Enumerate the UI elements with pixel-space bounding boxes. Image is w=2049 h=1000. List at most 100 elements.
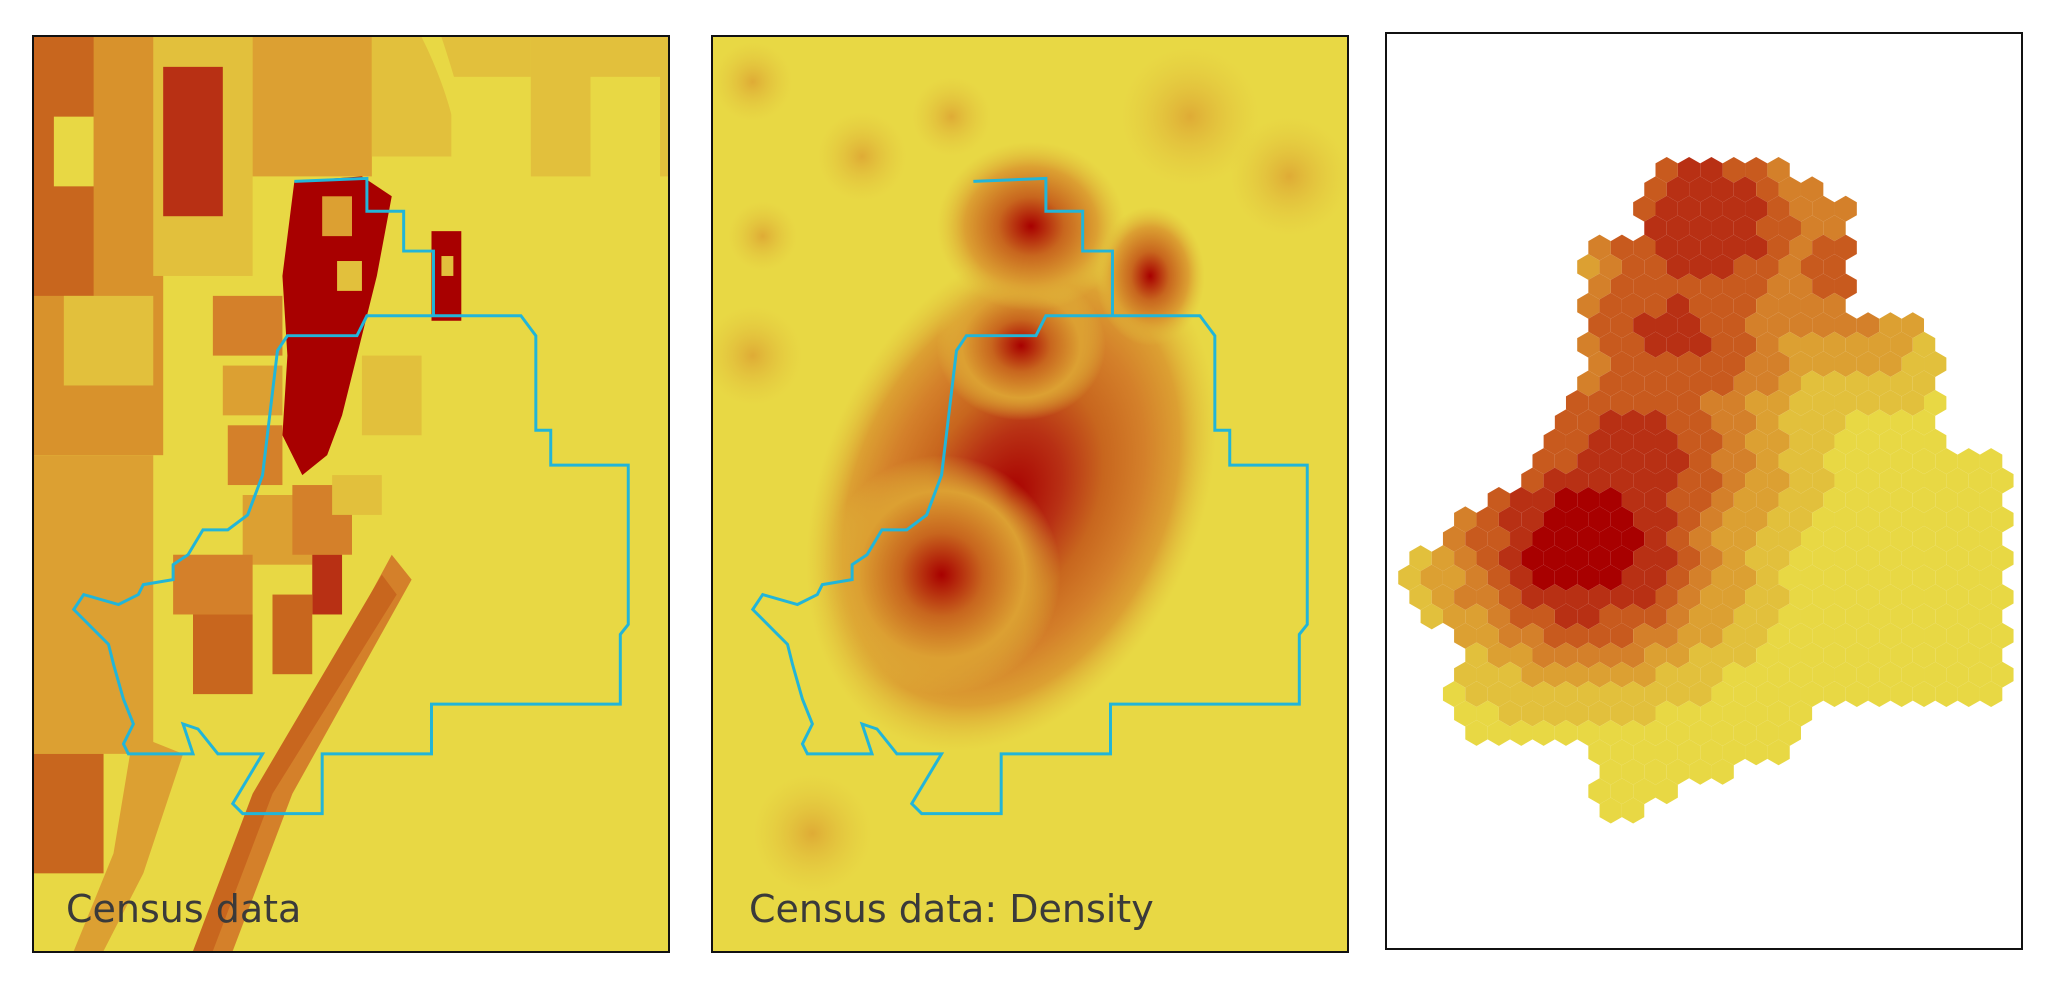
hex-cell bbox=[1812, 351, 1835, 377]
hex-cell bbox=[1745, 389, 1768, 416]
hex-cell bbox=[1521, 622, 1544, 649]
hex-cell bbox=[1700, 739, 1723, 766]
hex-cell bbox=[1879, 389, 1902, 416]
hex-cell bbox=[1901, 506, 1925, 533]
hex-cell bbox=[1800, 409, 1824, 436]
hex-cell bbox=[1633, 389, 1656, 416]
hex-cell bbox=[1644, 254, 1667, 280]
hex-cell bbox=[1666, 331, 1690, 358]
hex-cell bbox=[1599, 681, 1622, 708]
hex-cell bbox=[1465, 719, 1488, 746]
hex-cell bbox=[1789, 428, 1813, 455]
hex-cell bbox=[1756, 331, 1779, 358]
hex-cell bbox=[1789, 584, 1813, 610]
hex-cell bbox=[1733, 215, 1757, 242]
hex-cell bbox=[1778, 603, 1801, 630]
hex-cell bbox=[1789, 661, 1813, 688]
hex-cell bbox=[1733, 719, 1757, 746]
hex-cell bbox=[1767, 351, 1790, 377]
hex-cell bbox=[1912, 564, 1936, 591]
hex-cell bbox=[1599, 409, 1622, 436]
hex-cell bbox=[1733, 642, 1757, 669]
hex-cell bbox=[1588, 389, 1611, 416]
hex-cell bbox=[1666, 525, 1690, 552]
hex-cell bbox=[1979, 681, 2003, 708]
hex-cell bbox=[1554, 719, 1578, 746]
hex-cell bbox=[1711, 370, 1734, 397]
hex-cell bbox=[1924, 428, 1947, 455]
hex-cell bbox=[1621, 331, 1645, 358]
census-density-map: Census data: Density bbox=[711, 35, 1349, 953]
hex-cell bbox=[1834, 195, 1857, 222]
hex-cell bbox=[1789, 351, 1813, 377]
hex-cell bbox=[1554, 448, 1578, 475]
hex-cell bbox=[1823, 331, 1846, 358]
hex-cell bbox=[1868, 448, 1891, 475]
hex-cell bbox=[1834, 428, 1857, 455]
hex-cell bbox=[1621, 487, 1645, 513]
hex-cell bbox=[1879, 584, 1902, 610]
hex-cell bbox=[1655, 584, 1678, 610]
hex-cell bbox=[1767, 156, 1790, 183]
hex-cell bbox=[1800, 525, 1824, 552]
hex-cell bbox=[1968, 622, 1992, 649]
hex-cell bbox=[1621, 758, 1645, 785]
hex-cell bbox=[1756, 642, 1779, 669]
hex-cell bbox=[1834, 389, 1857, 416]
hex-cell bbox=[1409, 584, 1432, 610]
hex-cell bbox=[1722, 584, 1746, 610]
hex-cell bbox=[1498, 584, 1522, 610]
hex-cell bbox=[1510, 487, 1533, 513]
hex-cell bbox=[1565, 467, 1589, 494]
hex-cell bbox=[1677, 467, 1701, 494]
hex-cell bbox=[1565, 506, 1589, 533]
hex-cell bbox=[1767, 584, 1790, 610]
hex-cell bbox=[1901, 467, 1925, 494]
hex-cell bbox=[1487, 525, 1511, 552]
hex-cell bbox=[1689, 758, 1712, 785]
hex-cell bbox=[1633, 700, 1656, 727]
hex-cell bbox=[1856, 389, 1880, 416]
hex-cell bbox=[1543, 545, 1566, 572]
hex-cell bbox=[1420, 603, 1443, 630]
hex-cell bbox=[1800, 603, 1824, 630]
hex-cell bbox=[1924, 506, 1947, 533]
hex-cell bbox=[1722, 273, 1746, 300]
hex-cell bbox=[1610, 739, 1634, 766]
census-map-graphic bbox=[34, 37, 668, 951]
hex-cell bbox=[1879, 661, 1902, 688]
hex-cell bbox=[1476, 700, 1499, 727]
hex-cell bbox=[1901, 545, 1925, 572]
hex-cell bbox=[1689, 681, 1712, 708]
hex-cell bbox=[1577, 409, 1600, 436]
hex-cell bbox=[1912, 603, 1936, 630]
hex-cell bbox=[1711, 409, 1734, 436]
hex-cell bbox=[1565, 389, 1589, 416]
hex-cell bbox=[1733, 331, 1757, 358]
hex-cell bbox=[1991, 584, 2014, 610]
hex-cell bbox=[1633, 312, 1656, 339]
hex-cell bbox=[1621, 681, 1645, 708]
hex-cell bbox=[1912, 448, 1936, 475]
hex-cell bbox=[1834, 584, 1857, 610]
hex-cell bbox=[1588, 700, 1611, 727]
hex-cell bbox=[1588, 273, 1611, 300]
hex-cell bbox=[1610, 622, 1634, 649]
hex-cell bbox=[1912, 642, 1936, 669]
hex-cell bbox=[1834, 273, 1857, 300]
hex-cell bbox=[1610, 584, 1634, 610]
hex-cell bbox=[1767, 195, 1790, 222]
hex-cell bbox=[1689, 448, 1712, 475]
hex-cell bbox=[1442, 564, 1466, 591]
hex-cell bbox=[1655, 428, 1678, 455]
hex-cell bbox=[1621, 292, 1645, 319]
hex-cell bbox=[1789, 389, 1813, 416]
hex-cell bbox=[1532, 681, 1555, 708]
hex-cell bbox=[1935, 448, 1958, 475]
hex-cell bbox=[1856, 351, 1880, 377]
hex-cell bbox=[1756, 681, 1779, 708]
hex-cell bbox=[1991, 661, 2014, 688]
hex-cell bbox=[1610, 661, 1634, 688]
hex-cell bbox=[1868, 370, 1891, 397]
density-map-graphic bbox=[713, 41, 1347, 894]
